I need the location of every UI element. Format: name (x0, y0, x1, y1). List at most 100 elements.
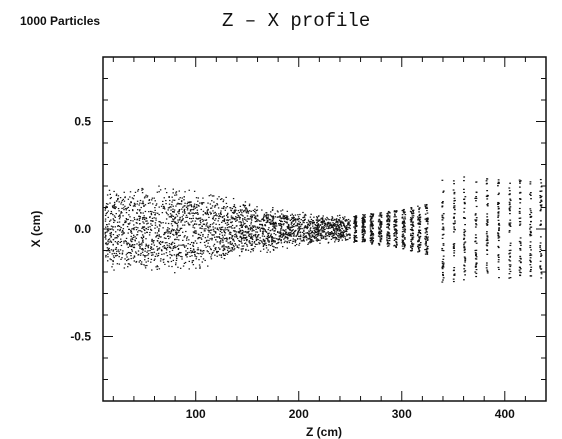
particle-point (195, 230, 197, 232)
particle-point (371, 216, 374, 218)
particle-point (143, 264, 145, 266)
particle-point (409, 228, 412, 231)
particle-point (264, 229, 267, 231)
particle-point (202, 235, 204, 237)
particle-point (171, 225, 174, 227)
particle-point (409, 210, 412, 212)
particle-point (233, 204, 236, 206)
particle-point (362, 231, 364, 233)
particle-point (529, 183, 532, 185)
particle-point (254, 212, 257, 214)
particle-point (345, 233, 348, 235)
particle-point (221, 238, 224, 240)
particle-point (378, 235, 381, 237)
particle-point (410, 207, 412, 209)
particle-point (223, 238, 225, 240)
particle-point (209, 211, 211, 213)
particle-point (404, 222, 406, 224)
particle-point (260, 227, 262, 229)
particle-point (319, 224, 322, 226)
particle-point (387, 215, 390, 217)
particle-point (263, 228, 265, 230)
particle-point (290, 235, 293, 237)
particle-point (220, 254, 222, 256)
particle-point (246, 209, 248, 212)
particle-point (221, 246, 223, 248)
particle-point (187, 243, 189, 245)
particle-point (475, 253, 478, 255)
particle-point (519, 223, 522, 225)
particle-point (223, 254, 226, 256)
particle-point (339, 214, 341, 216)
particle-point (316, 220, 318, 222)
particle-point (153, 251, 156, 253)
particle-point (282, 233, 285, 235)
particle-point (196, 242, 198, 244)
particle-point (379, 239, 382, 241)
particle-point (308, 234, 310, 236)
particle-point (362, 214, 364, 216)
particle-point (393, 216, 396, 218)
particle-point (223, 231, 226, 233)
particle-point (283, 220, 286, 222)
particle-point (402, 222, 404, 225)
particle-point (309, 228, 311, 230)
particle-point (345, 229, 348, 231)
particle-point (185, 250, 187, 252)
particle-point (154, 227, 156, 229)
particle-point (332, 229, 335, 231)
particle-point (295, 225, 297, 227)
particle-point (216, 203, 218, 205)
particle-point (195, 267, 197, 269)
particle-point (225, 238, 228, 240)
particle-point (272, 207, 274, 209)
particle-point (292, 229, 294, 231)
particle-point (134, 218, 136, 221)
particle-point (519, 182, 521, 184)
particle-point (411, 235, 414, 237)
particle-point (209, 238, 211, 240)
particle-point (216, 252, 218, 254)
particle-point (133, 224, 135, 226)
particle-point (354, 215, 357, 217)
particle-point (303, 221, 305, 224)
particle-point (332, 234, 334, 237)
particle-point (528, 228, 531, 230)
particle-point (169, 215, 172, 217)
particle-point (215, 214, 217, 216)
particle-point (113, 221, 115, 224)
particle-point (113, 215, 116, 217)
particle-point (497, 208, 500, 210)
particle-point (145, 243, 147, 245)
particle-point (497, 266, 500, 269)
particle-point (182, 206, 184, 208)
particle-point (222, 199, 225, 201)
particle-point (219, 215, 222, 218)
particle-point (317, 228, 319, 231)
particle-point (147, 250, 149, 252)
particle-point (228, 238, 231, 240)
particle-point (130, 238, 132, 240)
particle-point (498, 277, 500, 279)
particle-point (176, 215, 179, 217)
particle-point (233, 210, 236, 212)
particle-point (238, 218, 241, 220)
particle-point (316, 227, 318, 229)
particle-point (107, 243, 109, 245)
particle-point (216, 227, 219, 229)
particle-point (509, 265, 512, 268)
particle-point (497, 181, 500, 183)
particle-point (167, 207, 170, 209)
particle-point (348, 223, 350, 225)
particle-point (442, 227, 445, 229)
particle-point (114, 241, 117, 243)
particle-point (214, 227, 216, 229)
particle-point (329, 233, 332, 235)
particle-point (206, 212, 209, 214)
particle-point (280, 226, 283, 228)
particle-point (158, 247, 161, 249)
particle-point (145, 238, 147, 240)
particle-point (363, 216, 365, 218)
particle-point (171, 265, 173, 268)
particle-point (120, 240, 123, 243)
